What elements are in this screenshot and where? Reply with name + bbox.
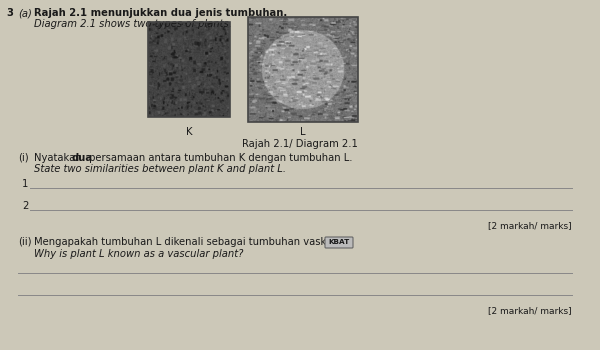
Text: 2: 2	[22, 201, 28, 211]
Text: 3: 3	[6, 8, 13, 18]
Bar	[248, 17, 358, 122]
Text: Mengapakah tumbuhan L dikenali sebagai tumbuhan vaskular?: Mengapakah tumbuhan L dikenali sebagai t…	[34, 237, 351, 247]
Text: [2 markah/ marks]: [2 markah/ marks]	[488, 306, 572, 315]
Text: 1: 1	[22, 179, 28, 189]
Text: K: K	[186, 127, 192, 137]
Text: Nyatakan: Nyatakan	[34, 153, 85, 163]
Text: State two similarities between plant K and plant L.: State two similarities between plant K a…	[34, 164, 286, 174]
Text: dua: dua	[72, 153, 93, 163]
Text: [2 markah/ marks]: [2 markah/ marks]	[488, 221, 572, 230]
Text: Rajah 2.1/ Diagram 2.1: Rajah 2.1/ Diagram 2.1	[242, 139, 358, 149]
Text: L: L	[300, 127, 306, 137]
Text: (a): (a)	[18, 8, 32, 18]
Text: (i): (i)	[18, 153, 29, 163]
Text: (ii): (ii)	[18, 237, 32, 247]
Text: Rajah 2.1 menunjukkan dua jenis tumbuhan.: Rajah 2.1 menunjukkan dua jenis tumbuhan…	[34, 8, 287, 18]
Bar	[148, 22, 230, 117]
FancyBboxPatch shape	[325, 237, 353, 248]
Text: persamaan antara tumbuhan K dengan tumbuhan L.: persamaan antara tumbuhan K dengan tumbu…	[86, 153, 353, 163]
Text: Diagram 2.1 shows two types of plants.: Diagram 2.1 shows two types of plants.	[34, 19, 232, 29]
Text: Why is plant L known as a vascular plant?: Why is plant L known as a vascular plant…	[34, 249, 244, 259]
Text: KBAT: KBAT	[328, 239, 350, 245]
